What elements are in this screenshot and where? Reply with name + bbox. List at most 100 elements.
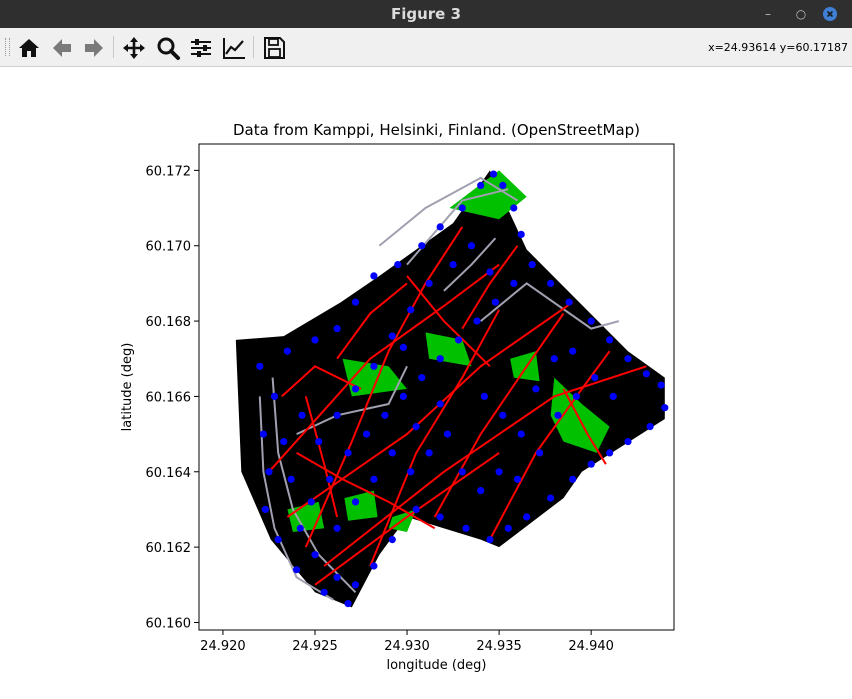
- node-point-94: [399, 343, 407, 351]
- node-point-95: [436, 400, 444, 408]
- node-point-78: [425, 449, 433, 457]
- window-titlebar: Figure 3 – ○: [0, 0, 852, 28]
- node-point-50: [307, 498, 315, 506]
- y-tick-label-1: 60.162: [146, 541, 192, 556]
- node-point-48: [311, 551, 319, 559]
- node-point-89: [550, 355, 558, 363]
- node-point-22: [517, 230, 525, 238]
- y-tick-label-4: 60.168: [146, 315, 192, 330]
- node-point-29: [642, 370, 651, 378]
- node-point-33: [624, 438, 632, 446]
- pan-button[interactable]: [121, 35, 147, 61]
- edit-axis-icon: [223, 38, 245, 59]
- restore-icon[interactable]: ○: [795, 7, 807, 21]
- node-point-82: [351, 498, 360, 506]
- node-point-57: [436, 355, 444, 363]
- node-point-25: [565, 298, 573, 306]
- save-icon: [264, 37, 285, 59]
- node-point-32: [646, 423, 654, 431]
- x-tick-label-3: 24.935: [476, 639, 522, 654]
- node-point-75: [591, 374, 599, 382]
- edit-axis-button[interactable]: [221, 35, 247, 61]
- node-point-15: [418, 242, 426, 250]
- figure-canvas: Data from Kamppi, Helsinki, Finland. (Op…: [120, 121, 675, 673]
- node-point-37: [547, 494, 555, 502]
- y-tick-label-6: 60.172: [146, 164, 192, 179]
- save-button[interactable]: [261, 35, 287, 61]
- node-point-44: [388, 536, 396, 544]
- node-point-87: [513, 475, 522, 483]
- node-point-93: [486, 268, 494, 276]
- node-point-31: [661, 404, 669, 412]
- road-4: [281, 365, 362, 398]
- node-point-45: [370, 562, 378, 570]
- close-icon: [823, 7, 837, 21]
- home-icon: [19, 39, 39, 57]
- node-point-42: [436, 513, 444, 521]
- navigation-toolbar: x=24.93614 y=60.17187: [0, 28, 852, 67]
- node-point-79: [407, 468, 415, 476]
- toolbar-grip[interactable]: [5, 38, 10, 56]
- y-tick-label-2: 60.164: [146, 466, 192, 481]
- axes-frame: [198, 143, 675, 631]
- node-point-69: [480, 392, 488, 400]
- node-point-56: [418, 374, 426, 382]
- footpath-0: [258, 396, 334, 601]
- node-point-68: [315, 438, 323, 446]
- y-tick-label-5: 60.170: [146, 240, 192, 255]
- node-point-21: [510, 204, 518, 212]
- node-point-64: [388, 332, 396, 340]
- node-point-43: [412, 505, 420, 513]
- x-axis: 24.920 24.925 24.930 24.935 24.940: [200, 630, 614, 654]
- node-point-12: [351, 298, 360, 306]
- node-point-36: [569, 475, 577, 483]
- x-axis-label: longitude (deg): [386, 658, 486, 673]
- node-point-16: [436, 223, 444, 231]
- forward-button[interactable]: [81, 35, 107, 61]
- node-point-59: [473, 317, 481, 325]
- node-point-46: [351, 581, 360, 589]
- home-button[interactable]: [16, 35, 42, 61]
- node-point-20: [499, 181, 507, 189]
- footpath-4: [480, 282, 620, 330]
- road-14: [562, 388, 607, 465]
- forward-icon: [85, 39, 103, 57]
- node-point-17: [458, 204, 466, 212]
- node-point-1: [270, 392, 279, 400]
- x-tick-label-1: 24.925: [292, 639, 338, 654]
- footpath-5: [296, 365, 408, 436]
- node-point-60: [491, 298, 499, 306]
- road-8: [489, 350, 611, 541]
- minimize-icon[interactable]: –: [765, 7, 771, 21]
- node-point-28: [624, 355, 632, 363]
- close-button[interactable]: [823, 7, 837, 21]
- road-1: [286, 301, 574, 518]
- road-10: [336, 282, 408, 360]
- road-12: [461, 245, 519, 330]
- node-point-34: [606, 449, 614, 457]
- node-point-24: [547, 279, 555, 287]
- x-tick-label-2: 24.930: [384, 639, 430, 654]
- node-point-72: [536, 449, 544, 457]
- configure-subplots-button[interactable]: [188, 35, 214, 61]
- park-area-4: [550, 377, 610, 453]
- road-0: [268, 263, 500, 473]
- back-button[interactable]: [49, 35, 75, 61]
- node-point-85: [477, 487, 485, 495]
- node-point-92: [467, 242, 476, 250]
- node-point-54: [381, 411, 389, 419]
- node-point-39: [504, 524, 512, 532]
- node-point-13: [370, 272, 378, 280]
- node-point-4: [261, 505, 269, 513]
- node-point-63: [407, 306, 415, 314]
- node-point-74: [572, 392, 581, 400]
- y-axis-label: latitude (deg): [120, 343, 135, 432]
- node-point-6: [293, 566, 301, 574]
- node-point-65: [370, 362, 378, 370]
- zoom-button[interactable]: [155, 35, 181, 61]
- window-title: Figure 3: [390, 5, 462, 23]
- node-point-49: [296, 524, 304, 532]
- node-point-90: [569, 347, 577, 355]
- map-plot-area[interactable]: [235, 170, 669, 608]
- coordinate-readout: x=24.93614 y=60.17187: [708, 41, 848, 54]
